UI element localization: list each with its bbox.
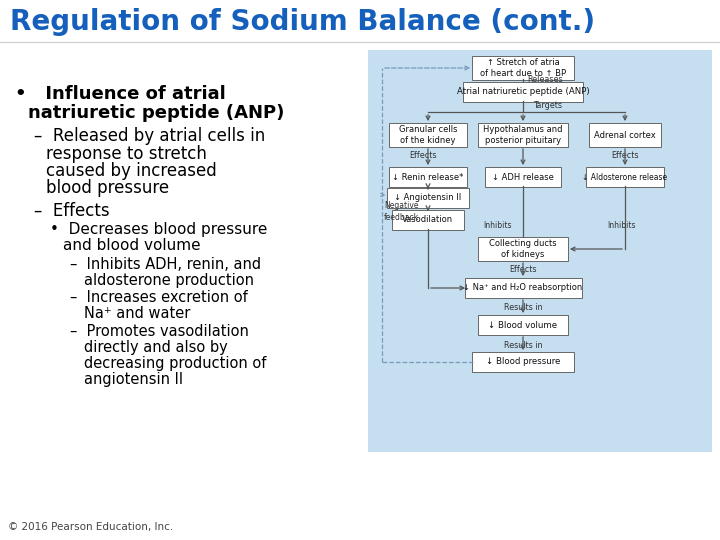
FancyBboxPatch shape: [472, 352, 574, 372]
Text: ↓ Angiotensin II: ↓ Angiotensin II: [395, 193, 462, 202]
FancyBboxPatch shape: [387, 188, 469, 208]
Text: and blood volume: and blood volume: [63, 238, 201, 253]
Text: feedback: feedback: [384, 213, 419, 221]
Text: Regulation of Sodium Balance (cont.): Regulation of Sodium Balance (cont.): [10, 8, 595, 36]
FancyBboxPatch shape: [478, 237, 568, 261]
Text: Negative: Negative: [384, 200, 418, 210]
Text: aldosterone production: aldosterone production: [84, 273, 254, 288]
FancyBboxPatch shape: [389, 167, 467, 187]
Text: ↓ Blood volume: ↓ Blood volume: [488, 321, 557, 329]
Text: Inhibits: Inhibits: [607, 221, 636, 231]
Text: •  Decreases blood pressure: • Decreases blood pressure: [50, 222, 267, 237]
FancyBboxPatch shape: [389, 123, 467, 147]
Text: Results in: Results in: [504, 303, 542, 313]
Text: decreasing production of: decreasing production of: [84, 356, 266, 371]
Text: ↓ Renin release*: ↓ Renin release*: [392, 172, 464, 181]
Text: directly and also by: directly and also by: [84, 340, 228, 355]
Text: Releases: Releases: [527, 76, 562, 84]
Text: Inhibits: Inhibits: [483, 221, 511, 231]
Text: Collecting ducts
of kidneys: Collecting ducts of kidneys: [489, 239, 557, 259]
Text: Granular cells
of the kidney: Granular cells of the kidney: [399, 125, 457, 145]
Text: angiotensin II: angiotensin II: [84, 372, 183, 387]
FancyBboxPatch shape: [368, 50, 712, 452]
Text: Effects: Effects: [611, 152, 639, 160]
FancyBboxPatch shape: [464, 278, 582, 298]
Text: blood pressure: blood pressure: [46, 179, 169, 197]
Text: Results in: Results in: [504, 341, 542, 349]
Text: response to stretch: response to stretch: [46, 145, 207, 163]
Text: caused by increased: caused by increased: [46, 162, 217, 180]
FancyBboxPatch shape: [463, 82, 583, 102]
Text: –  Effects: – Effects: [34, 202, 109, 220]
Text: Vasodilation: Vasodilation: [402, 215, 454, 225]
Text: Na⁺ and water: Na⁺ and water: [84, 306, 190, 321]
Text: •   Influence of atrial: • Influence of atrial: [15, 85, 226, 103]
Text: –  Increases excretion of: – Increases excretion of: [70, 290, 248, 305]
FancyBboxPatch shape: [586, 167, 664, 187]
FancyBboxPatch shape: [478, 315, 568, 335]
FancyBboxPatch shape: [589, 123, 661, 147]
Text: –  Inhibits ADH, renin, and: – Inhibits ADH, renin, and: [70, 257, 261, 272]
FancyBboxPatch shape: [485, 167, 561, 187]
Text: natriuretic peptide (ANP): natriuretic peptide (ANP): [28, 104, 284, 122]
Text: Atrial natriuretic peptide (ANP): Atrial natriuretic peptide (ANP): [456, 87, 589, 97]
FancyBboxPatch shape: [478, 123, 568, 147]
FancyBboxPatch shape: [392, 210, 464, 230]
Text: ↓ Aldosterone release: ↓ Aldosterone release: [582, 172, 667, 181]
Text: ↓ Blood pressure: ↓ Blood pressure: [486, 357, 560, 367]
Text: ↓ ADH release: ↓ ADH release: [492, 172, 554, 181]
Text: –  Released by atrial cells in: – Released by atrial cells in: [34, 127, 265, 145]
Text: –  Promotes vasodilation: – Promotes vasodilation: [70, 324, 249, 339]
Text: ↓ Na⁺ and H₂O reabsorption: ↓ Na⁺ and H₂O reabsorption: [464, 284, 582, 293]
Text: Effects: Effects: [409, 152, 437, 160]
Text: ↑ Stretch of atria
of heart due to ↑ BP: ↑ Stretch of atria of heart due to ↑ BP: [480, 58, 566, 78]
Text: Adrenal cortex: Adrenal cortex: [594, 131, 656, 139]
Text: © 2016 Pearson Education, Inc.: © 2016 Pearson Education, Inc.: [8, 522, 174, 532]
Text: Effects: Effects: [509, 266, 536, 274]
FancyBboxPatch shape: [472, 56, 574, 80]
Text: Targets: Targets: [533, 100, 562, 110]
Text: Hypothalamus and
posterior pituitary: Hypothalamus and posterior pituitary: [483, 125, 563, 145]
